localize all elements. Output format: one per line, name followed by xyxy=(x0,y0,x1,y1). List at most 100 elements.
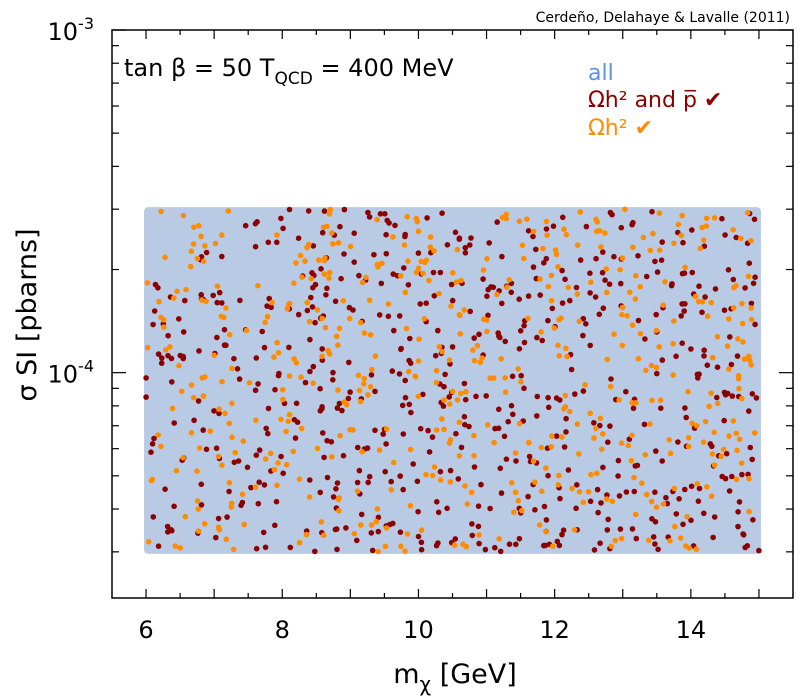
point-omega xyxy=(462,483,468,489)
point-omega xyxy=(474,342,481,349)
point-omega xyxy=(502,375,508,381)
point-omega xyxy=(145,539,152,545)
point-omega-and-pbar xyxy=(239,499,246,506)
point-omega xyxy=(188,382,195,388)
point-omega xyxy=(637,330,644,337)
point-omega-and-pbar xyxy=(408,409,414,416)
point-omega-and-pbar xyxy=(377,211,384,217)
point-omega-and-pbar xyxy=(563,415,569,422)
point-omega-and-pbar xyxy=(159,355,165,361)
point-omega-and-pbar xyxy=(256,479,263,486)
point-omega-and-pbar xyxy=(508,289,515,296)
point-omega xyxy=(172,543,179,549)
point-omega-and-pbar xyxy=(701,510,707,517)
point-omega-and-pbar xyxy=(389,368,396,374)
point-omega-and-pbar xyxy=(756,547,762,554)
point-omega xyxy=(351,530,358,537)
point-omega xyxy=(682,264,688,271)
point-omega xyxy=(407,503,414,509)
point-omega-and-pbar xyxy=(309,270,315,276)
point-omega xyxy=(562,392,569,399)
point-omega-and-pbar xyxy=(396,313,403,319)
point-omega xyxy=(162,254,168,261)
point-omega xyxy=(603,496,610,502)
point-omega xyxy=(496,536,503,542)
point-omega xyxy=(662,279,668,285)
point-omega-and-pbar xyxy=(722,475,729,482)
point-omega-and-pbar xyxy=(226,488,232,495)
point-omega-and-pbar xyxy=(475,503,482,510)
point-omega-and-pbar xyxy=(695,498,702,505)
point-omega-and-pbar xyxy=(211,408,217,414)
point-omega-and-pbar xyxy=(607,423,613,429)
point-omega xyxy=(243,327,250,334)
point-omega-and-pbar xyxy=(583,223,590,230)
point-omega-and-pbar xyxy=(462,421,468,428)
point-omega xyxy=(512,489,519,496)
point-omega xyxy=(660,302,667,309)
point-omega-and-pbar xyxy=(456,235,463,241)
point-omega-and-pbar xyxy=(276,370,282,377)
point-omega-and-pbar xyxy=(252,220,259,227)
point-omega xyxy=(215,453,222,460)
point-omega-and-pbar xyxy=(598,500,604,506)
point-omega-and-pbar xyxy=(195,398,202,404)
point-omega xyxy=(471,432,477,439)
point-omega-and-pbar xyxy=(198,502,205,508)
point-omega xyxy=(319,315,325,322)
point-omega xyxy=(367,384,374,390)
point-omega xyxy=(619,311,625,318)
point-omega-and-pbar xyxy=(550,223,557,229)
point-omega xyxy=(494,291,500,298)
point-omega xyxy=(739,300,745,307)
point-omega xyxy=(457,331,464,337)
point-omega xyxy=(714,333,721,340)
point-omega-and-pbar xyxy=(256,447,263,453)
point-omega-and-pbar xyxy=(604,527,611,533)
point-omega-and-pbar xyxy=(605,516,611,523)
point-omega-and-pbar xyxy=(415,508,421,515)
point-omega-and-pbar xyxy=(752,274,758,281)
point-omega xyxy=(212,240,219,247)
point-omega xyxy=(604,356,610,363)
point-omega xyxy=(471,453,477,459)
point-omega xyxy=(594,470,600,477)
point-omega xyxy=(171,295,177,301)
point-omega-and-pbar xyxy=(437,269,444,276)
point-omega-and-pbar xyxy=(278,453,284,460)
point-omega-and-pbar xyxy=(383,250,390,257)
point-omega-and-pbar xyxy=(554,538,561,545)
point-omega-and-pbar xyxy=(704,362,711,369)
point-omega-and-pbar xyxy=(659,458,665,464)
point-omega-and-pbar xyxy=(351,259,358,265)
point-omega-and-pbar xyxy=(513,458,519,464)
point-omega-and-pbar xyxy=(318,266,324,272)
point-omega-and-pbar xyxy=(484,293,490,300)
point-omega-and-pbar xyxy=(663,494,669,501)
point-omega-and-pbar xyxy=(485,312,491,319)
point-omega-and-pbar xyxy=(334,405,341,411)
point-omega xyxy=(246,380,253,386)
point-omega-and-pbar xyxy=(444,242,451,248)
point-omega xyxy=(656,247,663,253)
point-omega xyxy=(735,336,741,342)
point-omega-and-pbar xyxy=(351,230,358,236)
point-omega xyxy=(648,498,655,505)
point-omega-and-pbar xyxy=(286,344,292,351)
point-omega xyxy=(627,289,633,296)
point-omega xyxy=(354,488,361,495)
point-omega-and-pbar xyxy=(415,250,422,256)
point-omega xyxy=(297,252,304,259)
point-omega-and-pbar xyxy=(237,297,243,304)
point-omega-and-pbar xyxy=(689,227,695,233)
point-omega-and-pbar xyxy=(680,521,686,528)
point-omega xyxy=(330,241,336,247)
point-omega-and-pbar xyxy=(510,411,516,418)
point-omega-and-pbar xyxy=(466,423,472,430)
point-omega-and-pbar xyxy=(549,305,556,312)
point-omega xyxy=(649,397,655,404)
point-omega-and-pbar xyxy=(553,433,560,439)
point-omega xyxy=(314,307,321,313)
point-omega xyxy=(275,349,282,356)
